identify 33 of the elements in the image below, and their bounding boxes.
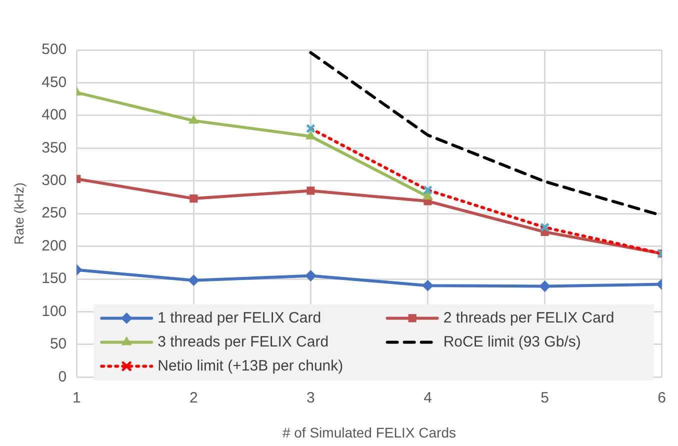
y-tick-label: 350 [42, 139, 67, 156]
x-tick-label: 1 [72, 389, 81, 406]
point [306, 186, 315, 195]
x-axis-title: # of Simulated FELIX Cards [282, 424, 456, 440]
point [422, 280, 434, 292]
point [422, 191, 433, 200]
y-tick-label: 200 [42, 237, 67, 254]
point [188, 274, 200, 286]
y-tick-label: 100 [42, 302, 67, 320]
point [306, 130, 316, 140]
y-tick-label: 250 [42, 204, 67, 222]
x-tick-label: 3 [306, 389, 315, 406]
y-tick-label: 300 [42, 172, 67, 190]
x-tick-label: 4 [424, 389, 432, 406]
y-tick-label: 50 [50, 336, 67, 353]
y-tick-label: 0 [58, 368, 67, 386]
legend-label: Netio limit (+13B per chunk) [158, 357, 344, 374]
legend-label: RoCE limit (93 Gb/s) [443, 333, 581, 350]
y-axis-title: Rate (kHz) [11, 182, 26, 245]
point [190, 194, 198, 203]
point [305, 270, 316, 282]
legend-label: 2 threads per FELIX Card [443, 309, 614, 326]
legend-label: 1 thread per FELIX Card [158, 309, 322, 326]
point [188, 115, 198, 124]
x-tick-label: 2 [189, 389, 198, 406]
x-tick-label: 6 [658, 389, 666, 406]
y-tick-label: 450 [42, 74, 67, 91]
x-tick-label: 5 [540, 389, 549, 406]
y-tick-label: 500 [42, 41, 67, 58]
y-tick-label: 150 [42, 270, 67, 288]
y-tick-label: 400 [42, 106, 67, 124]
point [539, 280, 550, 292]
legend-label: 3 threads per FELIX Card [158, 333, 329, 350]
